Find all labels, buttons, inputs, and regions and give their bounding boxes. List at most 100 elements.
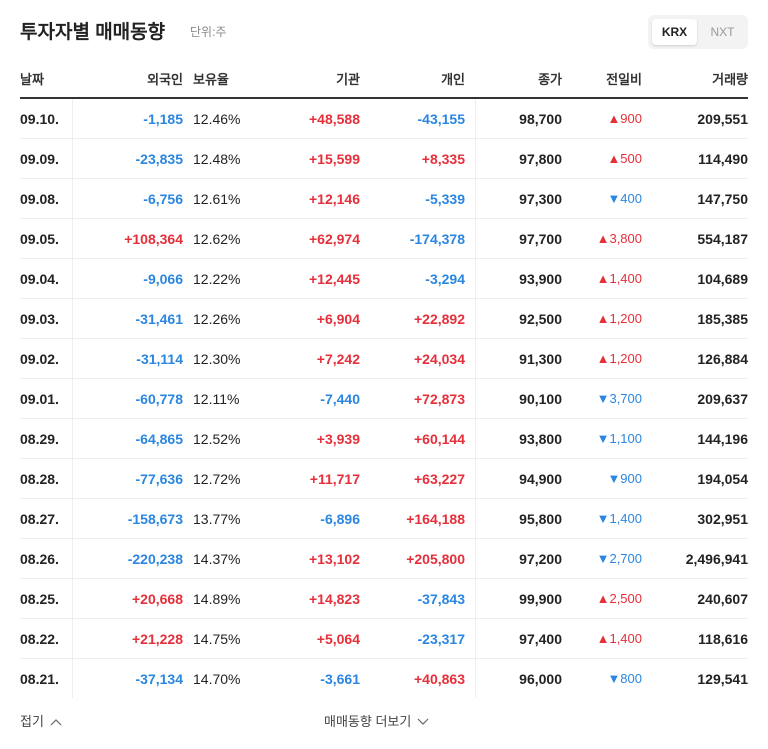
cell: +205,800 xyxy=(406,551,465,567)
cell: 14.37% xyxy=(193,551,241,567)
cell: ▼1,400 xyxy=(596,511,642,526)
row-divider xyxy=(20,138,748,139)
cell: 97,800 xyxy=(519,151,562,167)
cell: +63,227 xyxy=(414,471,465,487)
cell: ▲900 xyxy=(607,111,642,126)
cell: +164,188 xyxy=(406,511,465,527)
cell: -37,843 xyxy=(417,591,465,607)
cell: -60,778 xyxy=(135,391,183,407)
cell: +48,588 xyxy=(309,111,360,127)
cell: 93,800 xyxy=(519,431,562,447)
cell: 09.08. xyxy=(20,191,59,207)
cell: 194,054 xyxy=(697,471,748,487)
cell: 96,000 xyxy=(519,671,562,687)
cell: 98,700 xyxy=(519,111,562,127)
cell: -23,835 xyxy=(135,151,183,167)
cell: ▼2,700 xyxy=(596,551,642,566)
row-divider xyxy=(20,498,748,499)
cell: +14,823 xyxy=(309,591,360,607)
collapse-button[interactable]: 접기 xyxy=(20,711,62,730)
cell: ▼1,100 xyxy=(596,431,642,446)
column-header: 거래량 xyxy=(712,72,748,87)
row-divider xyxy=(20,218,748,219)
cell: -23,317 xyxy=(417,631,465,647)
cell: 2,496,941 xyxy=(685,551,748,567)
unit-label: 단위:주 xyxy=(190,25,227,39)
cell: -3,661 xyxy=(320,671,360,687)
cell: 97,400 xyxy=(519,631,562,647)
cell: 08.28. xyxy=(20,471,59,487)
row-divider xyxy=(20,578,748,579)
cell: 99,900 xyxy=(519,591,562,607)
cell: 12.61% xyxy=(193,191,241,207)
tab-krx[interactable]: KRX xyxy=(652,19,697,45)
collapse-label: 접기 xyxy=(20,714,44,729)
cell: 302,951 xyxy=(697,511,748,527)
row-divider xyxy=(20,258,748,259)
column-divider xyxy=(475,99,476,698)
header-rule xyxy=(20,97,748,99)
cell: 118,616 xyxy=(698,631,748,647)
cell: 08.25. xyxy=(20,591,59,607)
column-header: 개인 xyxy=(441,72,465,87)
row-divider xyxy=(20,418,748,419)
column-divider xyxy=(72,99,73,698)
cell: +22,892 xyxy=(414,311,465,327)
caret-up xyxy=(50,719,61,726)
column-header: 기관 xyxy=(336,72,360,87)
cell: 14.70% xyxy=(193,671,241,687)
cell: +7,242 xyxy=(316,351,360,367)
cell: +3,939 xyxy=(316,431,360,447)
cell: 08.27. xyxy=(20,511,59,527)
cell: 104,689 xyxy=(697,271,748,287)
cell: 08.29. xyxy=(20,431,59,447)
cell: +60,144 xyxy=(414,431,465,447)
cell: -37,134 xyxy=(135,671,183,687)
cell: ▲2,500 xyxy=(596,591,642,606)
cell: 126,884 xyxy=(697,351,748,367)
cell: +24,034 xyxy=(414,351,465,367)
cell: 12.26% xyxy=(193,311,241,327)
cell: ▲3,800 xyxy=(596,231,642,246)
cell: 12.52% xyxy=(193,431,241,447)
cell: +108,364 xyxy=(124,231,183,247)
cell: 97,700 xyxy=(519,231,562,247)
cell: 09.04. xyxy=(20,271,59,287)
tab-nxt[interactable]: NXT xyxy=(710,25,735,39)
cell: +6,904 xyxy=(316,311,360,327)
cell: -7,440 xyxy=(320,391,360,407)
cell: 209,637 xyxy=(697,391,748,407)
cell: +12,146 xyxy=(309,191,360,207)
cell: 91,300 xyxy=(519,351,562,367)
cell: 144,196 xyxy=(697,431,748,447)
more-button[interactable]: 매매동향 더보기 xyxy=(324,711,429,730)
cell: 12.48% xyxy=(193,151,241,167)
cell: 554,187 xyxy=(697,231,748,247)
tab-group: KRX NXT xyxy=(648,15,748,49)
cell: +5,064 xyxy=(316,631,360,647)
cell: -9,066 xyxy=(143,271,183,287)
cell: 13.77% xyxy=(193,511,241,527)
cell: 08.21. xyxy=(20,671,59,687)
cell: -1,185 xyxy=(143,111,183,127)
cell: 114,490 xyxy=(698,151,748,167)
cell: -31,461 xyxy=(135,311,183,327)
column-header: 종가 xyxy=(538,72,562,87)
cell: 90,100 xyxy=(519,391,562,407)
cell: 240,607 xyxy=(697,591,748,607)
row-divider xyxy=(20,178,748,179)
cell: 09.09. xyxy=(20,151,59,167)
column-header: 전일비 xyxy=(606,72,642,87)
cell: +8,335 xyxy=(421,151,465,167)
cell: ▲500 xyxy=(607,151,642,166)
cell: 08.22. xyxy=(20,631,59,647)
cell: -77,636 xyxy=(135,471,183,487)
cell: 12.46% xyxy=(193,111,241,127)
cell: ▲1,400 xyxy=(596,631,642,646)
caret-down xyxy=(417,718,429,725)
cell: 97,200 xyxy=(519,551,562,567)
row-divider xyxy=(20,378,748,379)
row-divider xyxy=(20,458,748,459)
cell: -64,865 xyxy=(135,431,183,447)
